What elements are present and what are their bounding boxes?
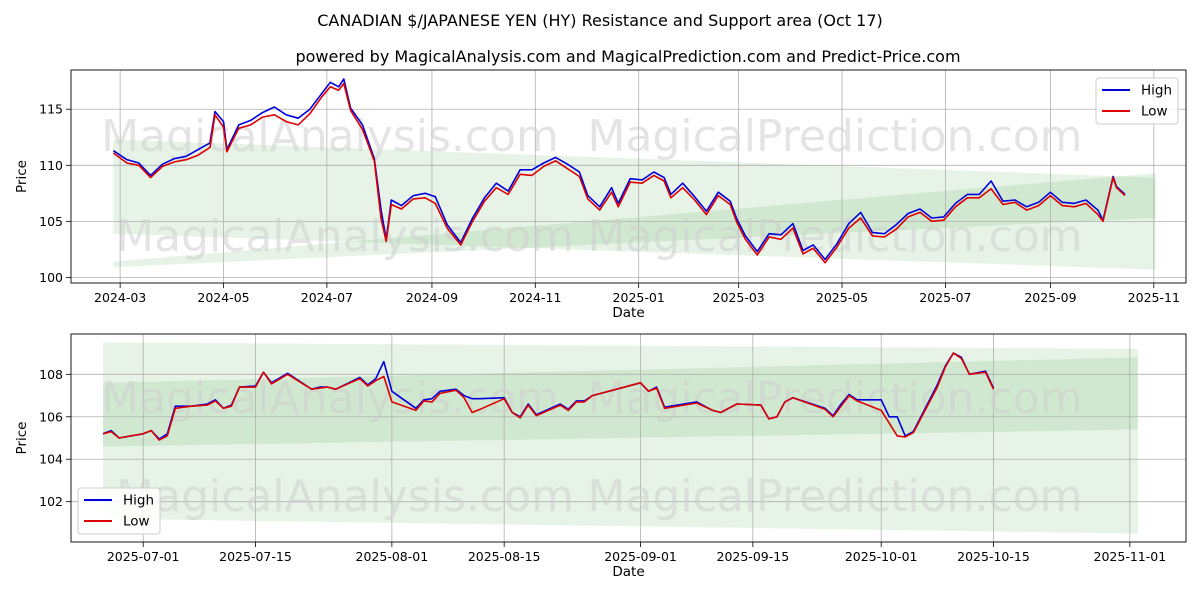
watermark-text: MagicalPrediction.com bbox=[588, 471, 1083, 522]
legend: High Low bbox=[77, 487, 161, 535]
y-tick-label: 106 bbox=[39, 409, 63, 424]
band-2 bbox=[113, 173, 1156, 268]
band-1 bbox=[113, 139, 1156, 270]
y-tick-label: 105 bbox=[39, 214, 63, 229]
y-tick-label: 115 bbox=[39, 102, 63, 117]
x-tick-label: 2025-05 bbox=[816, 290, 868, 305]
x-tick-label: 2025-07 bbox=[919, 290, 971, 305]
plot-frame bbox=[70, 69, 1187, 284]
series-line-low bbox=[102, 352, 995, 441]
x-tick-label: 2024-03 bbox=[94, 290, 146, 305]
watermark-text: MagicalAnalysis.com bbox=[116, 211, 574, 262]
y-axis-label: Price bbox=[14, 160, 30, 193]
chart-subtitle: powered by MagicalAnalysis.com and Magic… bbox=[295, 47, 960, 66]
y-axis-label: Price bbox=[14, 422, 30, 455]
y-tick-label: 110 bbox=[39, 158, 63, 173]
x-tick-label: 2025-07-01 bbox=[107, 549, 180, 564]
y-tick-label: 104 bbox=[39, 452, 63, 467]
y-tick-label: 100 bbox=[39, 270, 63, 285]
legend-label-high: High bbox=[123, 493, 154, 509]
x-axis-label: Date bbox=[612, 564, 644, 580]
x-tick-label: 2025-08-15 bbox=[468, 549, 541, 564]
series-line-low bbox=[112, 82, 1126, 264]
x-tick-label: 2024-05 bbox=[197, 290, 249, 305]
series-line-high bbox=[112, 78, 1126, 261]
x-tick-label: 2025-11 bbox=[1128, 290, 1180, 305]
x-tick-label: 2025-03 bbox=[713, 290, 765, 305]
x-tick-label: 2025-11-01 bbox=[1094, 549, 1167, 564]
legend-label-low: Low bbox=[1141, 104, 1168, 120]
x-tick-label: 2024-07 bbox=[301, 290, 353, 305]
x-tick-label: 2024-11 bbox=[509, 290, 561, 305]
panels: 2024-03 2024-05 2024-07 2024-09 2024-11 2025-… bbox=[14, 69, 1187, 580]
x-tick-label: 2025-10-01 bbox=[845, 549, 918, 564]
chart-title: CANADIAN $/JAPANESE YEN (HY) Resistance … bbox=[317, 11, 883, 30]
panel-1: 2024-03 2024-05 2024-07 2024-09 2024-11 2025-… bbox=[14, 69, 1187, 321]
watermark-text: MagicalAnalysis.com bbox=[116, 471, 574, 522]
x-axis-label: Date bbox=[612, 305, 644, 321]
x-tick-label: 2025-09-01 bbox=[604, 549, 677, 564]
x-tick-label: 2025-07-15 bbox=[219, 549, 292, 564]
watermark-text: MagicalPrediction.com bbox=[588, 211, 1083, 262]
plot-frame bbox=[70, 333, 1187, 543]
x-tick-label: 2025-08-01 bbox=[356, 549, 429, 564]
legend-label-high: High bbox=[1141, 83, 1172, 99]
y-tick-label: 102 bbox=[39, 494, 63, 509]
legend: High Low bbox=[1095, 77, 1179, 125]
x-tick-label: 2025-10-15 bbox=[957, 549, 1030, 564]
panel-2: 2025-07-01 2025-07-15 2025-08-01 2025-08-15… bbox=[14, 333, 1187, 580]
watermark-text: MagicalAnalysis.com bbox=[101, 111, 559, 162]
legend-label-low: Low bbox=[123, 514, 150, 530]
watermark-text: MagicalPrediction.com bbox=[588, 111, 1083, 162]
x-tick-label: 2025-09-15 bbox=[717, 549, 790, 564]
x-tick-label: 2025-09 bbox=[1024, 290, 1076, 305]
y-tick-label: 108 bbox=[39, 367, 63, 382]
x-tick-label: 2024-09 bbox=[406, 290, 458, 305]
x-tick-label: 2025-01 bbox=[613, 290, 665, 305]
band-1 bbox=[103, 342, 1138, 534]
